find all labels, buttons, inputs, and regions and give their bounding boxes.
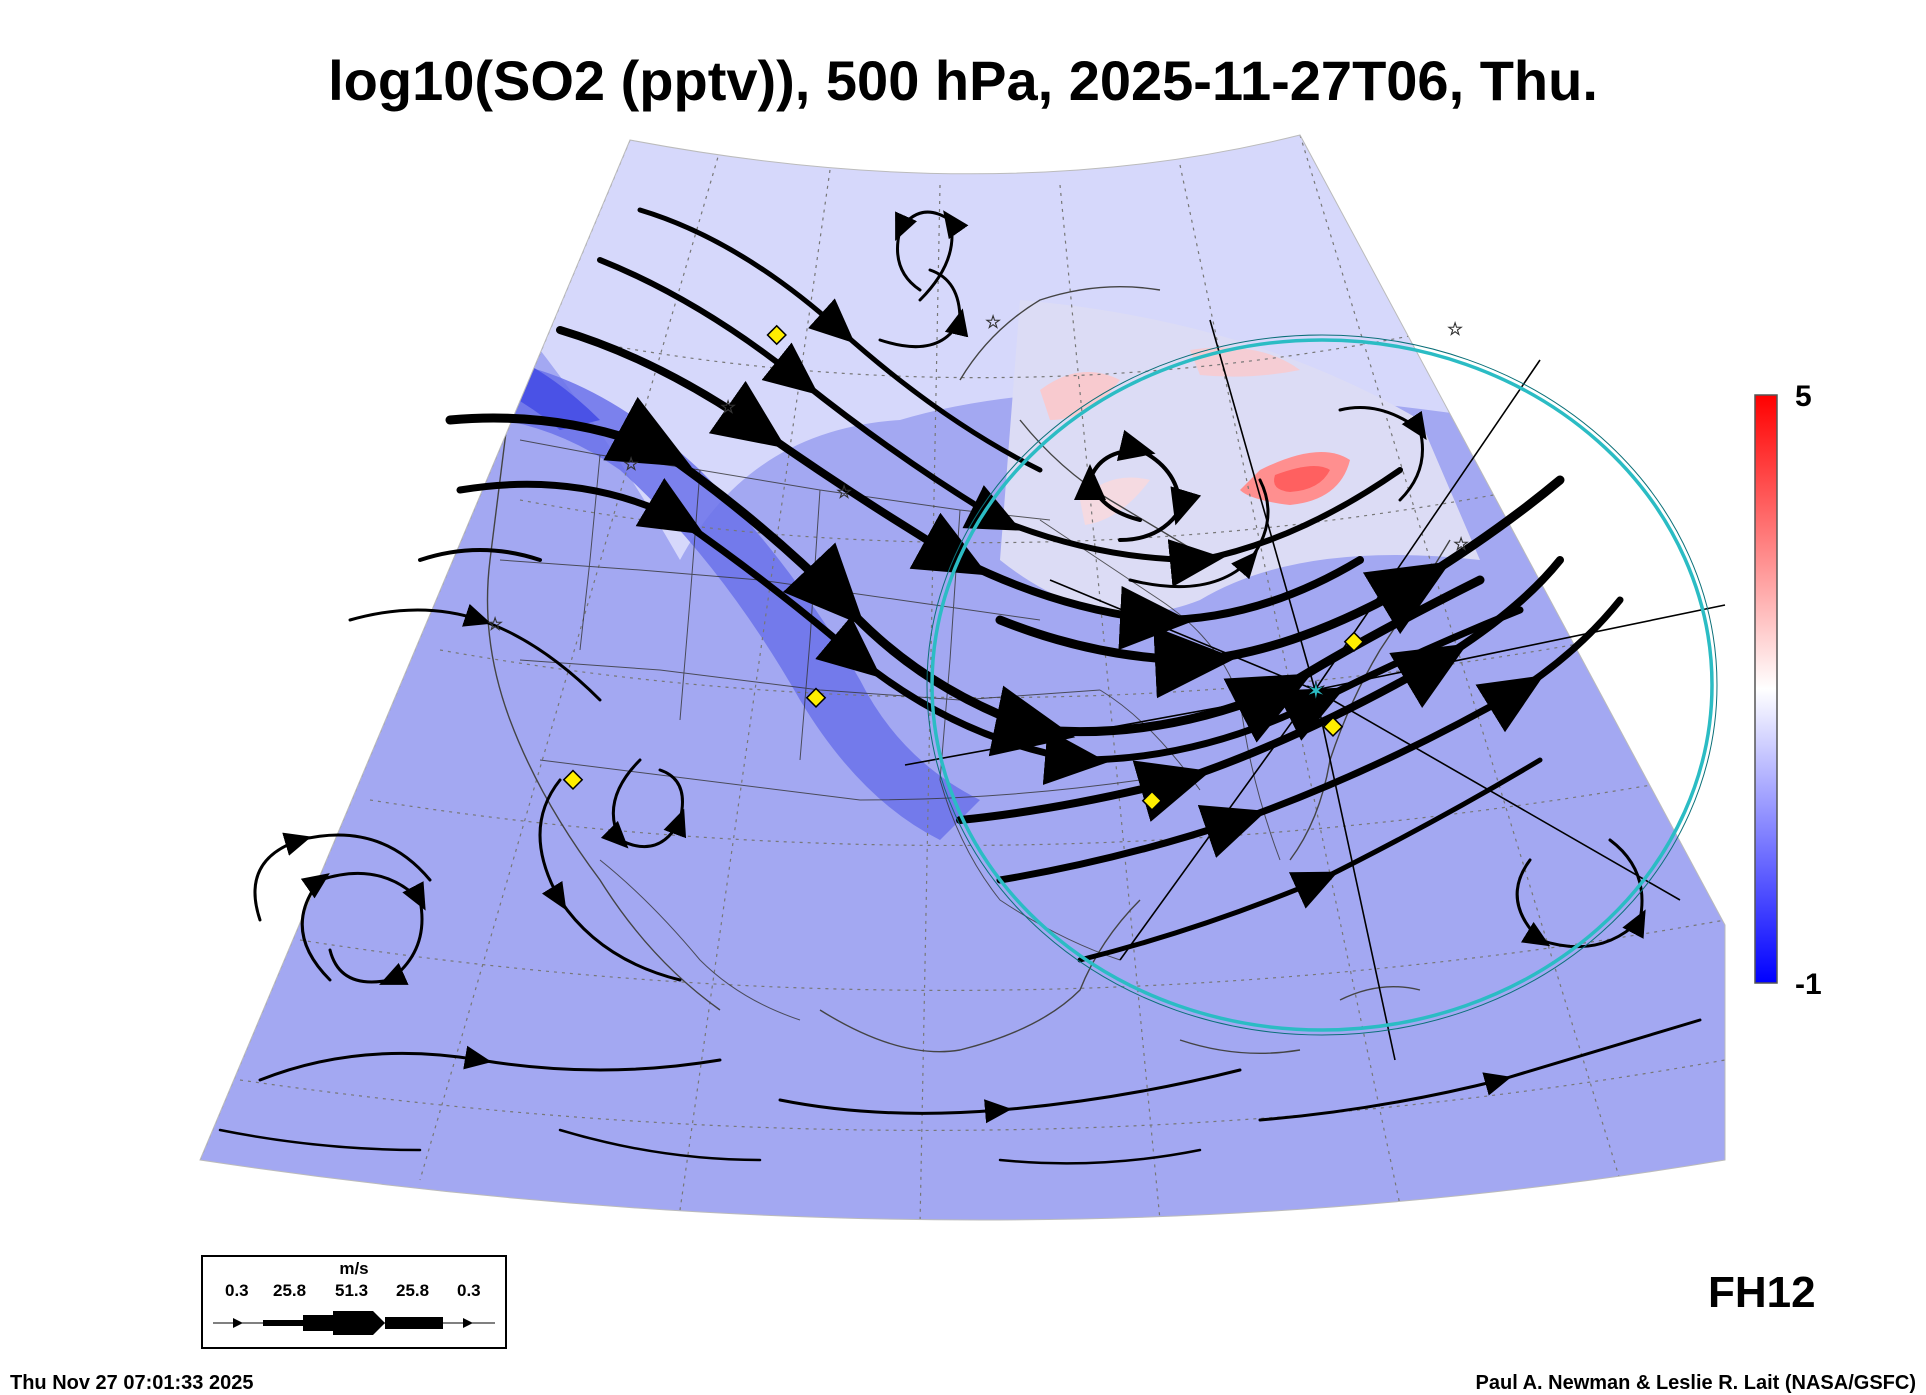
timestamp: Thu Nov 27 07:01:33 2025 — [10, 1372, 254, 1394]
credit: Paul A. Newman & Leslie R. Lait (NASA/GS… — [1475, 1372, 1916, 1394]
wind-legend: m/s 0.3 25.8 51.3 25.8 0.3 — [201, 1255, 507, 1349]
station-marker — [766, 324, 787, 346]
colorbar — [1754, 394, 1778, 984]
wind-legend-tick: 0.3 — [225, 1281, 249, 1300]
wind-legend-unit: m/s — [339, 1259, 369, 1278]
wind-legend-tick: 51.3 — [335, 1281, 369, 1300]
star-icon: ☆ — [985, 312, 1001, 332]
star-icon: ☆ — [487, 614, 503, 634]
star-icon: ☆ — [1447, 319, 1463, 339]
wind-legend-tick: 0.3 — [457, 1281, 481, 1300]
wind-streamlines — [218, 207, 1702, 1165]
forecast-hour: FH12 — [1708, 1268, 1816, 1317]
station-markers — [562, 324, 1365, 811]
station-marker — [805, 687, 827, 708]
star-icon: ☆ — [1453, 534, 1469, 554]
station-marker — [1343, 631, 1365, 652]
range-ring — [930, 338, 1714, 1032]
white-star-markers: ☆ ☆ ☆ ☆ ☆ ☆ ☆ — [487, 312, 1470, 635]
station-marker — [1141, 790, 1163, 811]
colorbar-max-label: 5 — [1795, 380, 1812, 413]
star-icon: ☆ — [720, 397, 736, 417]
page-title: log10(SO2 (pptv)), 500 hPa, 2025-11-27T0… — [328, 49, 1598, 112]
star-icon: ☆ — [836, 482, 852, 502]
ray-lines — [904, 319, 1726, 1061]
star-icon: ☆ — [623, 454, 639, 474]
wind-legend-tick: 25.8 — [273, 1281, 307, 1300]
wind-legend-arrow — [213, 1311, 495, 1335]
wind-legend-tick: 25.8 — [396, 1281, 430, 1300]
station-marker — [1322, 716, 1344, 737]
station-marker — [562, 769, 584, 790]
colorbar-min-label: -1 — [1795, 968, 1822, 1001]
center-star-icon: ✶ — [1305, 676, 1327, 706]
